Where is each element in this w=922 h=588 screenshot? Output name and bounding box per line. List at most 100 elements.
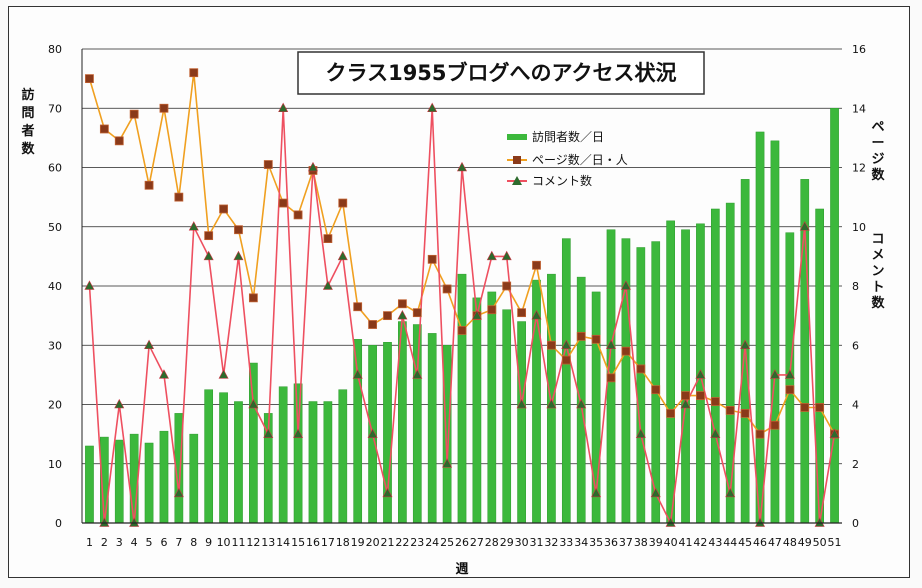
bar	[85, 445, 94, 524]
y-right-tick-label: 12	[852, 162, 866, 175]
pages-point	[189, 68, 199, 78]
comments-point	[635, 428, 646, 438]
visitor-bars	[85, 108, 839, 524]
comments-point	[352, 369, 363, 379]
left-axis-label: 訪問者数	[20, 87, 35, 157]
comments-point	[278, 102, 289, 113]
comments-point	[248, 398, 259, 409]
legend-marker-pages	[513, 156, 521, 164]
legend-label-pages: ページ数／日・人	[532, 152, 628, 167]
comments-point	[129, 517, 140, 527]
comments-point	[158, 369, 169, 379]
y-left-tick-label: 0	[55, 517, 62, 530]
y-left-tick-label: 80	[48, 43, 62, 56]
x-tick-label: 24	[425, 536, 439, 549]
comments-point	[99, 517, 110, 527]
pages-point	[696, 391, 705, 401]
pages-point	[770, 420, 780, 430]
legend-label-visitors: 訪問者数／日	[532, 129, 604, 144]
y-right-tick-label: 14	[852, 102, 866, 115]
y-left-tick-label: 50	[48, 221, 62, 234]
bar	[502, 309, 512, 524]
x-tick-label: 1	[86, 536, 93, 549]
comments-point	[322, 280, 333, 290]
pages-point	[651, 385, 661, 395]
bar	[249, 362, 258, 524]
comments-point	[218, 369, 229, 379]
pages-point	[263, 160, 273, 169]
comments-point	[486, 250, 497, 261]
y-left-tick-label: 30	[48, 339, 62, 352]
legend: 訪問者数／日 ページ数／日・人 コメント数	[507, 129, 628, 188]
pages-point	[219, 204, 228, 214]
x-tick-label: 39	[649, 536, 663, 549]
pages-point	[144, 180, 154, 190]
x-tick-label: 16	[306, 536, 320, 549]
y-right-tick-label: 10	[852, 221, 866, 234]
legend-label-comments: コメント数	[532, 173, 592, 188]
legend-swatch-visitors	[507, 134, 527, 140]
comments-point	[546, 398, 557, 409]
comments-point	[471, 309, 482, 320]
bar	[278, 386, 288, 524]
comments-point	[814, 517, 825, 527]
pages-point	[815, 403, 825, 412]
x-tick-label: 25	[440, 536, 454, 549]
comments-point	[203, 250, 214, 261]
pages-point	[293, 210, 303, 220]
x-tick-label: 12	[246, 536, 260, 549]
comments-point	[695, 369, 706, 379]
pages-point	[457, 326, 467, 335]
pages-point	[204, 231, 214, 241]
bar	[472, 297, 482, 524]
title-box: クラス1955ブログへのアクセス状況	[297, 51, 705, 95]
y-right-tick-label: 0	[852, 517, 859, 530]
comments-point	[233, 250, 244, 261]
bar	[129, 433, 139, 524]
pages-point	[532, 260, 541, 270]
comments-point	[144, 339, 155, 350]
pages-point	[785, 385, 795, 395]
legend-marker-comments	[512, 176, 522, 185]
pages-point	[427, 254, 437, 264]
x-tick-label: 49	[798, 536, 812, 549]
pages-point	[129, 109, 139, 119]
pages-point	[174, 192, 184, 202]
y-left-tick-label: 20	[48, 399, 62, 412]
comments-point	[173, 487, 184, 498]
comments-point	[680, 398, 691, 409]
x-tick-label: 4	[131, 536, 138, 549]
x-tick-label: 13	[261, 536, 275, 549]
y-left-tick-label: 10	[48, 458, 62, 471]
bar	[427, 333, 437, 524]
pages-point	[725, 406, 735, 415]
bar	[234, 401, 243, 524]
comments-point	[188, 221, 199, 231]
x-tick-label: 41	[679, 536, 693, 549]
y-right-tick-label: 2	[852, 458, 859, 471]
comments-point	[382, 487, 393, 498]
x-tick-label: 27	[470, 536, 484, 549]
y-left-tick-label: 60	[48, 162, 62, 175]
pages-point	[561, 355, 571, 365]
y-left-tick-label: 70	[48, 102, 62, 115]
comments-point	[829, 428, 840, 438]
pages-point	[487, 305, 497, 315]
x-tick-label: 31	[530, 536, 544, 549]
bar	[144, 442, 154, 524]
bar	[457, 273, 467, 524]
x-tick-label: 3	[116, 536, 123, 549]
x-tick-label: 10	[217, 536, 231, 549]
comments-point	[591, 487, 602, 498]
x-tick-label: 6	[160, 536, 167, 549]
pages-point	[234, 225, 243, 235]
chart-title: クラス1955ブログへのアクセス状況	[326, 61, 677, 85]
bar	[442, 345, 452, 524]
comments-point	[665, 517, 676, 527]
pages-point	[547, 340, 556, 350]
pages-point	[442, 284, 452, 294]
bar	[547, 273, 556, 524]
x-tick-label: 32	[544, 536, 558, 549]
